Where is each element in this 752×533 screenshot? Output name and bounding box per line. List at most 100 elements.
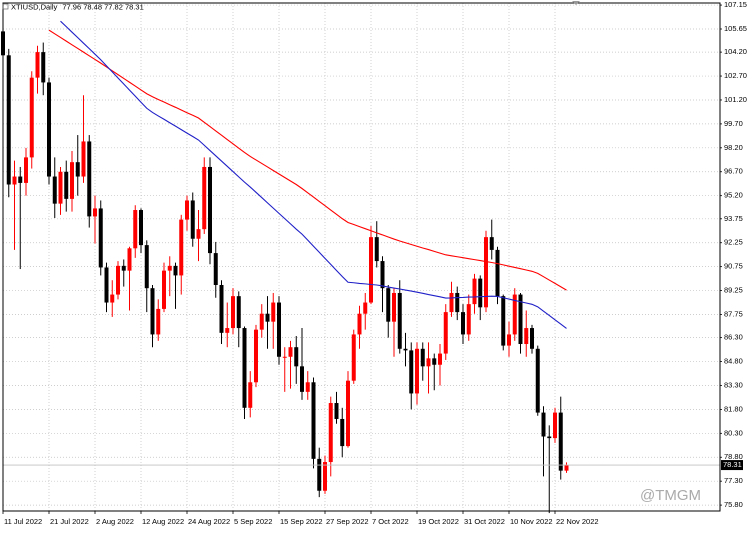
y-tick-label: 84.80	[724, 357, 743, 366]
candle-body	[294, 347, 299, 367]
candle-body	[507, 334, 511, 346]
x-tick-label: 27 Sep 2022	[326, 517, 369, 526]
y-tick-label: 81.80	[724, 404, 743, 413]
candle-body	[564, 465, 569, 471]
candle-body	[311, 382, 316, 459]
candle-body	[185, 200, 189, 220]
candle-body	[346, 380, 350, 447]
candle-body	[363, 302, 368, 314]
candle-body	[162, 270, 166, 309]
candle-body	[254, 329, 258, 383]
candle-body	[219, 284, 224, 333]
candle-body	[24, 157, 28, 183]
y-tick-label: 77.30	[724, 476, 743, 485]
candle-body	[173, 265, 178, 276]
y-tick-label: 99.70	[724, 119, 743, 128]
header-low: 77.82	[104, 2, 123, 11]
candle-body	[41, 52, 46, 83]
candle-body	[208, 166, 212, 254]
candle-body	[323, 462, 327, 491]
chart-icon	[2, 3, 9, 10]
candle-body	[93, 208, 97, 217]
y-tick-label: 87.75	[724, 309, 743, 318]
x-tick-label: 15 Sep 2022	[280, 517, 323, 526]
x-tick-label: 12 Aug 2022	[142, 517, 184, 526]
candle-body	[190, 200, 195, 239]
candle-body	[334, 403, 339, 419]
candle-body	[461, 312, 465, 335]
candle-body	[18, 176, 23, 183]
price-label-box	[721, 460, 743, 471]
moving-average-line	[60, 20, 567, 329]
candle-body	[449, 292, 454, 313]
moving-average-line	[48, 29, 567, 291]
y-tick-label: 96.70	[724, 167, 743, 176]
candle-body	[374, 237, 379, 262]
candle-body	[127, 248, 132, 271]
y-tick-label: 75.80	[724, 500, 743, 509]
y-tick-label: 98.20	[724, 143, 743, 152]
candle-body	[392, 292, 396, 322]
candle-body	[472, 278, 477, 305]
candle-body	[47, 82, 51, 177]
candle-body	[288, 347, 293, 357]
x-tick-label: 21 Jul 2022	[50, 517, 89, 526]
symbol: XTIUSD,Daily	[11, 2, 58, 11]
candle-body	[432, 358, 437, 365]
candle-body	[351, 334, 356, 381]
candle-body	[501, 296, 506, 346]
candle-body	[242, 328, 247, 408]
y-tick-label: 86.30	[724, 333, 743, 342]
candle-body	[150, 288, 155, 335]
candle-body	[317, 458, 322, 491]
y-tick-label: 83.30	[724, 380, 743, 389]
candle-body	[236, 296, 241, 329]
candle-body	[271, 302, 276, 322]
candle-body	[466, 304, 471, 335]
x-tick-label: 24 Aug 2022	[188, 517, 230, 526]
shift-marker	[572, 1, 580, 5]
candle-body	[133, 210, 138, 249]
candle-body	[202, 166, 207, 230]
candle-body	[213, 253, 218, 285]
candle-body	[386, 288, 391, 322]
x-tick-label: 2 Aug 2022	[96, 517, 134, 526]
candle-body	[547, 436, 552, 439]
candle-body	[248, 382, 253, 408]
header-close: 78.31	[125, 2, 144, 11]
candle-body	[455, 292, 460, 313]
y-tick-label: 95.20	[724, 191, 743, 200]
candle-body	[495, 249, 500, 297]
y-tick-label: 93.75	[724, 214, 743, 223]
candle-body	[369, 237, 373, 303]
y-tick-label: 89.25	[724, 286, 743, 295]
y-tick-label: 80.30	[724, 428, 743, 437]
header-open: 77.96	[62, 2, 81, 11]
candle-body	[357, 313, 362, 335]
price-label: 78.31	[723, 460, 742, 469]
candle-body	[265, 313, 270, 322]
candle-body	[512, 294, 517, 335]
candle-body	[420, 348, 425, 367]
x-tick-label: 11 Jul 2022	[4, 517, 42, 526]
candle-body	[409, 350, 414, 394]
candle-body	[98, 208, 103, 268]
chart-header: XTIUSD,Daily 77.96 78.48 77.82 78.31	[11, 2, 144, 11]
candle-body	[167, 265, 172, 271]
x-tick-label: 7 Oct 2022	[372, 517, 409, 526]
marks	[1, 20, 720, 514]
y-tick-label: 90.75	[724, 262, 743, 271]
plot-frame	[2, 2, 721, 512]
candle-body	[438, 353, 442, 365]
candle-body	[530, 328, 534, 349]
candle-body	[196, 229, 201, 239]
candle-body	[70, 162, 74, 199]
y-tick-label: 102.70	[724, 71, 747, 80]
grid	[3, 3, 720, 511]
candle-body	[518, 294, 523, 345]
x-tick-label: 31 Oct 2022	[464, 517, 505, 526]
candle-body	[340, 418, 345, 447]
candle-body	[541, 412, 546, 437]
candle-body	[139, 210, 143, 246]
candle-body	[524, 328, 529, 345]
